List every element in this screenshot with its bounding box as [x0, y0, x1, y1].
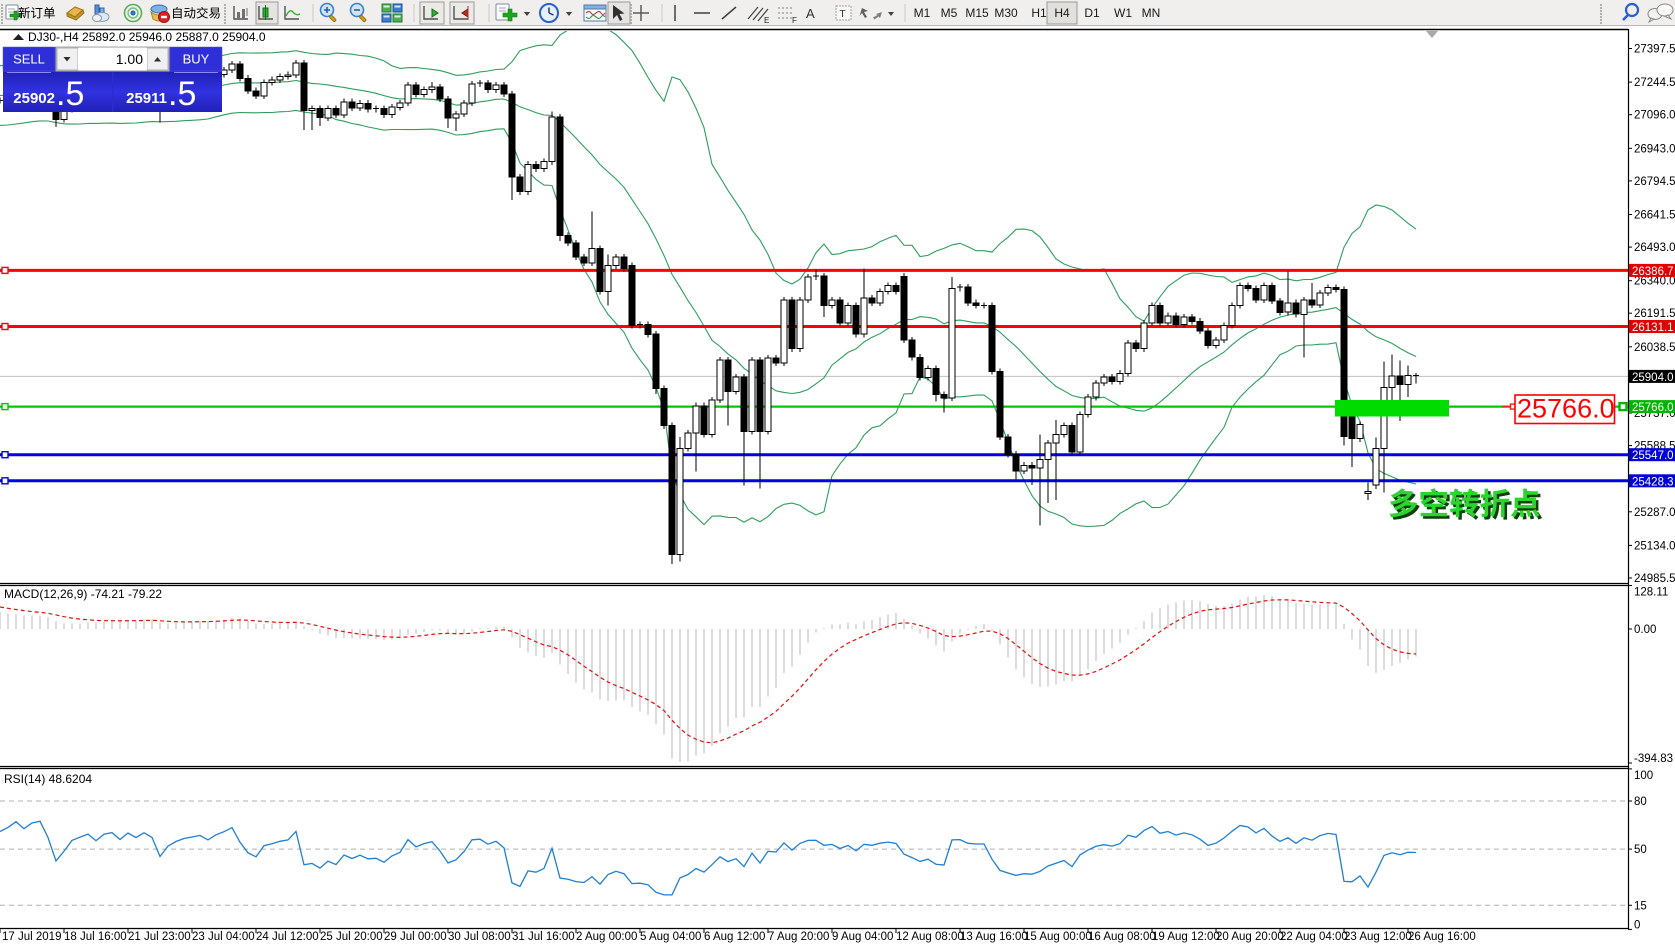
svg-text:25134.0: 25134.0 — [1634, 540, 1675, 552]
svg-text:H4: H4 — [1054, 6, 1070, 20]
svg-text:25547.0: 25547.0 — [1632, 450, 1674, 462]
svg-text:9 Aug 04:00: 9 Aug 04:00 — [832, 931, 893, 943]
svg-text:19 Aug 12:00: 19 Aug 12:00 — [1152, 931, 1220, 943]
svg-text:26943.0: 26943.0 — [1634, 143, 1675, 155]
svg-text:5 Aug 04:00: 5 Aug 04:00 — [640, 931, 701, 943]
svg-text:31 Jul 16:00: 31 Jul 16:00 — [512, 931, 575, 943]
svg-text:D1: D1 — [1084, 6, 1100, 20]
svg-text:F: F — [792, 16, 797, 25]
svg-text:26493.0: 26493.0 — [1634, 242, 1675, 254]
svg-text:22 Aug 04:00: 22 Aug 04:00 — [1280, 931, 1348, 943]
svg-text:26191.5: 26191.5 — [1634, 308, 1675, 320]
svg-text:23 Jul 04:00: 23 Jul 04:00 — [192, 931, 255, 943]
svg-text:25766.0: 25766.0 — [1517, 394, 1615, 424]
svg-text:W1: W1 — [1114, 6, 1132, 20]
svg-text:.5: .5 — [168, 75, 196, 113]
svg-text:21 Jul 23:00: 21 Jul 23:00 — [128, 931, 191, 943]
svg-text:26038.5: 26038.5 — [1634, 342, 1675, 354]
svg-text:26641.5: 26641.5 — [1634, 210, 1675, 222]
svg-text:25904.0: 25904.0 — [1632, 372, 1674, 384]
svg-text:A: A — [806, 6, 815, 21]
svg-text:17 Jul 2019: 17 Jul 2019 — [2, 931, 61, 943]
svg-text:50: 50 — [1634, 844, 1647, 856]
svg-text:15 Aug 00:00: 15 Aug 00:00 — [1024, 931, 1092, 943]
svg-text:24985.5: 24985.5 — [1634, 573, 1675, 585]
svg-text:26340.0: 26340.0 — [1634, 276, 1675, 288]
svg-text:BUY: BUY — [183, 52, 210, 67]
svg-text:30 Jul 08:00: 30 Jul 08:00 — [448, 931, 511, 943]
svg-text:1.00: 1.00 — [116, 51, 143, 67]
svg-text:25 Jul 20:00: 25 Jul 20:00 — [320, 931, 383, 943]
svg-text:100: 100 — [1634, 770, 1653, 782]
svg-text:20 Aug 20:00: 20 Aug 20:00 — [1216, 931, 1284, 943]
svg-text:27397.5: 27397.5 — [1634, 44, 1675, 56]
svg-text:26 Aug 16:00: 26 Aug 16:00 — [1408, 931, 1476, 943]
svg-text:25428.3: 25428.3 — [1632, 476, 1674, 488]
svg-text:25911: 25911 — [126, 90, 167, 107]
svg-text:128.11: 128.11 — [1634, 587, 1668, 599]
svg-text:2 Aug 00:00: 2 Aug 00:00 — [576, 931, 637, 943]
svg-text:26794.5: 26794.5 — [1634, 176, 1675, 188]
svg-text:26131.1: 26131.1 — [1632, 322, 1674, 334]
svg-text:.5: .5 — [56, 75, 84, 113]
svg-text:27244.5: 27244.5 — [1634, 77, 1675, 89]
svg-text:T: T — [840, 9, 846, 20]
svg-text:12 Aug 08:00: 12 Aug 08:00 — [896, 931, 964, 943]
svg-text:24 Jul 12:00: 24 Jul 12:00 — [256, 931, 319, 943]
svg-text:16 Aug 08:00: 16 Aug 08:00 — [1088, 931, 1156, 943]
svg-text:RSI(14) 48.6204: RSI(14) 48.6204 — [4, 772, 92, 786]
svg-text:25287.0: 25287.0 — [1634, 507, 1675, 519]
svg-text:18 Jul 16:00: 18 Jul 16:00 — [64, 931, 127, 943]
svg-text:E: E — [764, 16, 769, 25]
svg-text:15: 15 — [1634, 900, 1647, 912]
svg-text:MN: MN — [1142, 6, 1161, 20]
svg-text:80: 80 — [1634, 796, 1647, 808]
svg-text:29 Jul 00:00: 29 Jul 00:00 — [384, 931, 447, 943]
svg-text:23 Aug 12:00: 23 Aug 12:00 — [1344, 931, 1412, 943]
svg-text:7 Aug 20:00: 7 Aug 20:00 — [768, 931, 829, 943]
svg-text:M30: M30 — [994, 6, 1018, 20]
svg-text:26386.7: 26386.7 — [1632, 266, 1674, 278]
svg-text:M5: M5 — [941, 6, 958, 20]
svg-text:6 Aug 12:00: 6 Aug 12:00 — [704, 931, 765, 943]
svg-text:MACD(12,26,9) -74.21 -79.22: MACD(12,26,9) -74.21 -79.22 — [4, 587, 162, 601]
svg-text:0: 0 — [1634, 919, 1640, 931]
svg-text:27096.0: 27096.0 — [1634, 110, 1675, 122]
svg-text:0.00: 0.00 — [1634, 624, 1656, 636]
svg-text:-394.83: -394.83 — [1634, 753, 1673, 765]
svg-text:H1: H1 — [1031, 6, 1047, 20]
svg-text:25766.0: 25766.0 — [1632, 402, 1674, 414]
svg-text:DJ30-,H4 25892.0 25946.0 2588: DJ30-,H4 25892.0 25946.0 25887.0 25904.0 — [28, 30, 266, 44]
svg-text:25902: 25902 — [13, 90, 55, 107]
svg-text:M1: M1 — [914, 6, 931, 20]
svg-text:SELL: SELL — [13, 52, 45, 67]
svg-text:M15: M15 — [965, 6, 989, 20]
svg-text:13 Aug 16:00: 13 Aug 16:00 — [960, 931, 1028, 943]
